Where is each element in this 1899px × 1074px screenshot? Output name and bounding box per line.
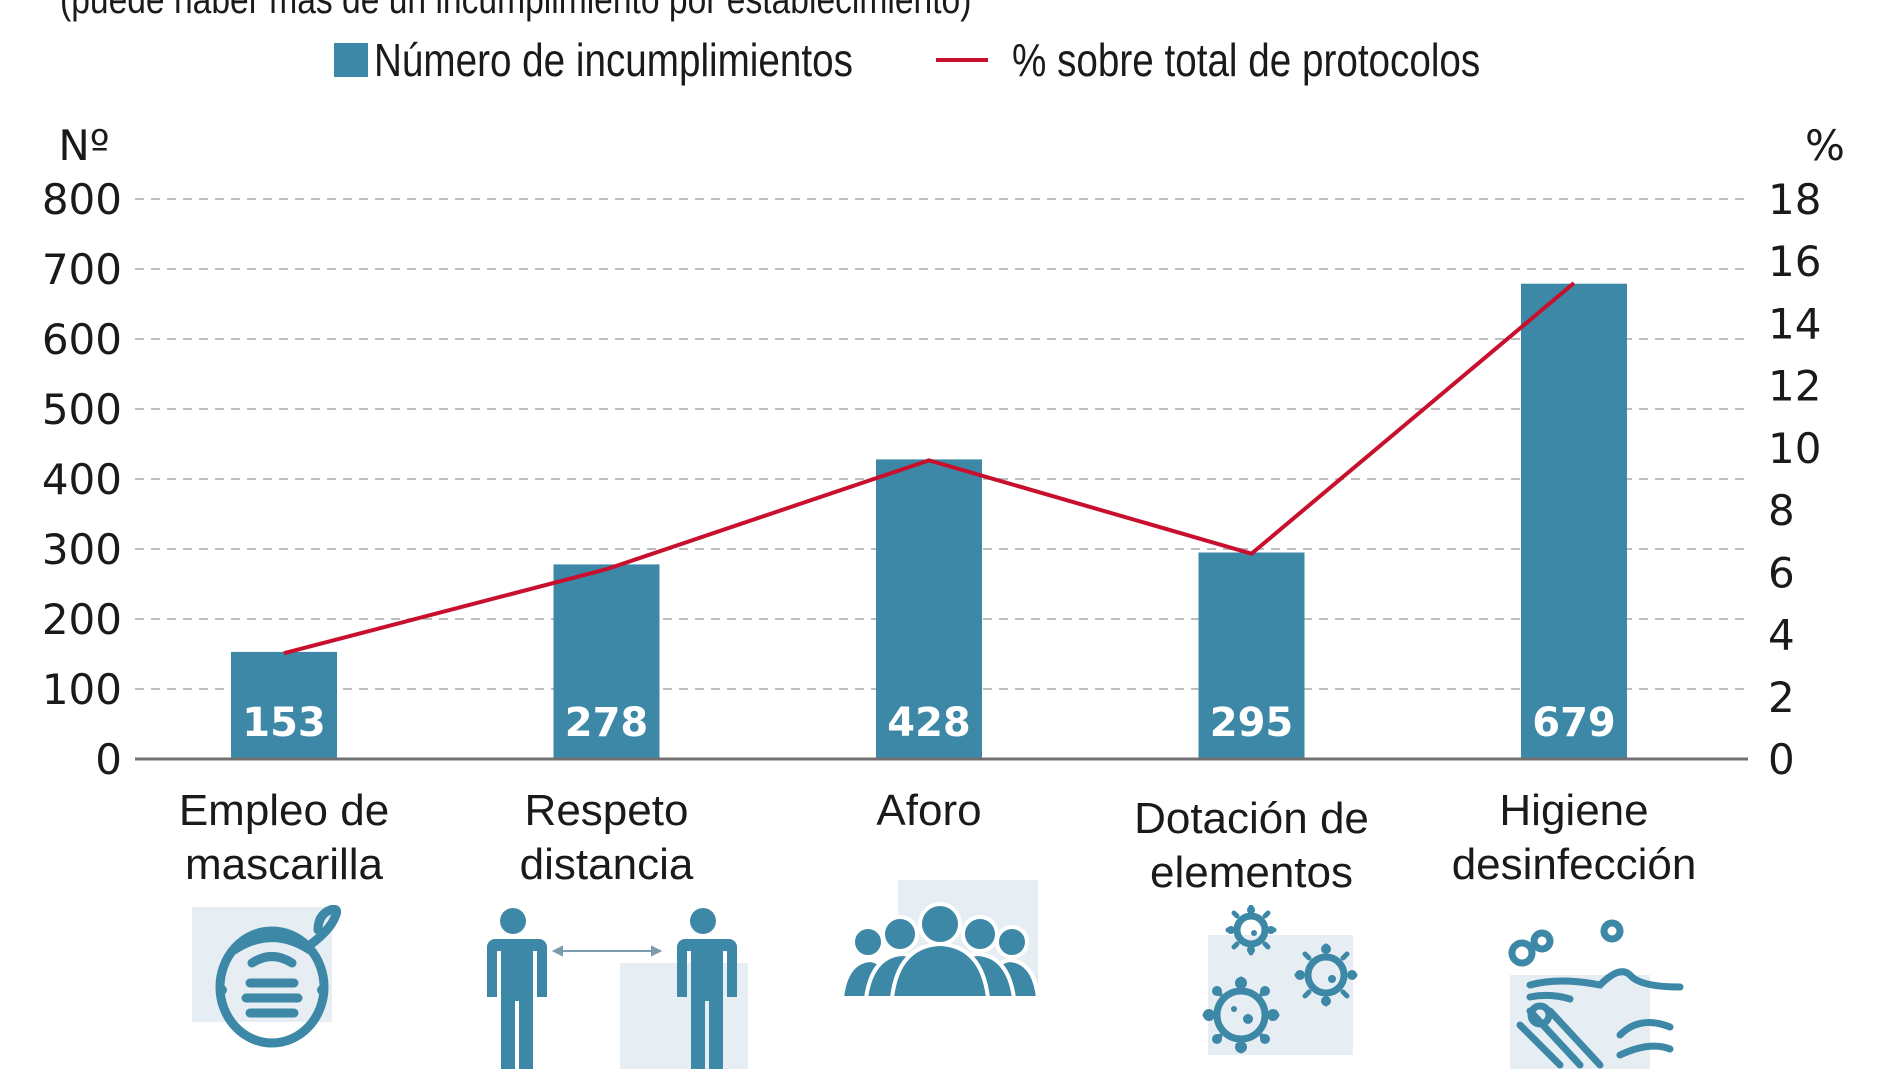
left-axis: 0 100 200 300 400 500 600 700 800 Nº — [42, 121, 122, 784]
right-tick-label: 0 — [1768, 735, 1795, 784]
category-label: elementos — [1150, 848, 1353, 897]
right-axis-label: % — [1805, 121, 1845, 170]
right-tick-label: 8 — [1768, 486, 1795, 535]
category-label: distancia — [520, 840, 694, 889]
category-label: Dotación de — [1134, 794, 1369, 843]
handwash-icon — [1500, 915, 1700, 1074]
category-label: Empleo de — [179, 786, 389, 835]
left-tick-label: 600 — [42, 315, 122, 364]
left-tick-label: 300 — [42, 525, 122, 574]
category-label: Respeto — [525, 786, 689, 835]
right-tick-label: 18 — [1768, 175, 1821, 224]
left-tick-label: 100 — [42, 665, 122, 714]
left-tick-label: 800 — [42, 175, 122, 224]
right-tick-label: 2 — [1768, 673, 1795, 722]
bar-value-label: 679 — [1532, 700, 1616, 746]
right-tick-label: 4 — [1768, 611, 1795, 660]
crowd-icon — [840, 870, 1040, 1015]
bar-value-label: 295 — [1210, 700, 1294, 746]
virus-icon — [1196, 905, 1376, 1070]
left-tick-label: 0 — [95, 735, 122, 784]
bar — [1521, 284, 1627, 759]
bar-value-label: 278 — [565, 700, 649, 746]
mask-icon — [190, 905, 360, 1070]
right-tick-label: 12 — [1768, 362, 1821, 411]
right-tick-label: 16 — [1768, 237, 1821, 286]
social-distance-icon — [470, 905, 770, 1074]
right-axis: 0 2 4 6 8 10 12 14 16 18% — [1768, 121, 1845, 784]
right-tick-label: 6 — [1768, 548, 1795, 597]
category-label: Aforo — [876, 786, 981, 835]
left-axis-label: Nº — [58, 121, 109, 170]
category-label: desinfección — [1452, 840, 1697, 889]
bar-value-label: 428 — [887, 700, 971, 746]
category-label: mascarilla — [185, 840, 384, 889]
category-label: Higiene — [1499, 786, 1648, 835]
left-tick-label: 500 — [42, 385, 122, 434]
right-tick-label: 14 — [1768, 299, 1821, 348]
right-tick-label: 10 — [1768, 424, 1821, 473]
left-tick-label: 700 — [42, 245, 122, 294]
left-tick-label: 400 — [42, 455, 122, 504]
left-tick-label: 200 — [42, 595, 122, 644]
bars: 153 278 428 295 679 — [231, 284, 1627, 759]
bar-value-label: 153 — [242, 700, 326, 746]
